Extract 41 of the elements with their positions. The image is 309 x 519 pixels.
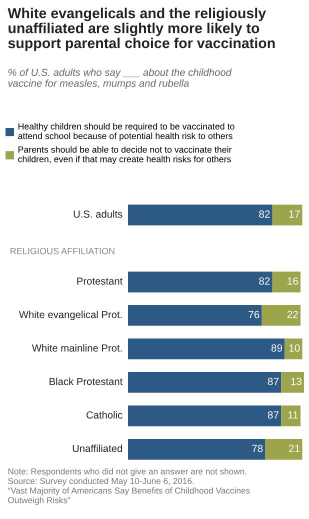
data-label: 21 (289, 444, 300, 452)
legend-label: Healthy children should be required to be vaccinated to attend school because of potential health risk to others (18, 122, 234, 141)
y-tick-label: White evangelical Prot. (19, 310, 122, 320)
bar (128, 204, 272, 226)
data-label: 11 (288, 411, 298, 419)
text: RELIGIOUS AFFILIATION (10, 248, 114, 254)
data-label: 22 (287, 310, 298, 318)
data-label: 10 (289, 344, 300, 352)
bar (272, 272, 301, 292)
bar (128, 438, 266, 460)
y-tick-label: White mainline Prot. (32, 344, 122, 352)
bar (284, 338, 302, 360)
data-label: 87 (268, 378, 279, 386)
y-tick-label: Catholic (86, 411, 122, 419)
bar (128, 372, 282, 393)
y-tick-label: U.S. adults (74, 210, 122, 218)
data-label: 76 (248, 310, 260, 318)
bar (128, 305, 262, 326)
bar (128, 405, 282, 426)
y-tick-label: Unaffiliated (72, 444, 122, 452)
data-label: 82 (259, 210, 270, 218)
chart-title: White evangelicals and the religiously unaffiliated are slightly more likely to support parental choice for vaccination (8, 8, 275, 52)
bar (128, 338, 285, 360)
text: Note: Respondents who did not give an answer are not shown. Source: Survey conducted May 10-June 6, 2016. “Vast Majority of Americans Say Benefits of Childhood Vaccines Outweigh Risks” (8, 468, 250, 505)
bar (262, 305, 301, 326)
data-label: 87 (268, 411, 279, 419)
data-label: 17 (289, 210, 300, 218)
bar (272, 204, 302, 226)
chart-subtitle: % of U.S. adults who say ___ about the childhood vaccine for measles, mumps and rubella (8, 68, 232, 89)
data-label: 89 (271, 344, 282, 352)
bar (128, 272, 272, 292)
legend-label: Parents should be able to decide not to vaccinate their children, even if that may create health risks for others (18, 146, 232, 164)
bar (265, 438, 302, 460)
bar (281, 405, 301, 426)
data-label: 13 (291, 378, 302, 386)
data-label: 78 (252, 444, 263, 452)
y-tick-label: Black Protestant (50, 378, 123, 386)
data-label: 16 (288, 277, 298, 285)
data-label: 82 (259, 277, 270, 285)
y-tick-label: Protestant (77, 278, 123, 285)
bar (281, 372, 304, 393)
